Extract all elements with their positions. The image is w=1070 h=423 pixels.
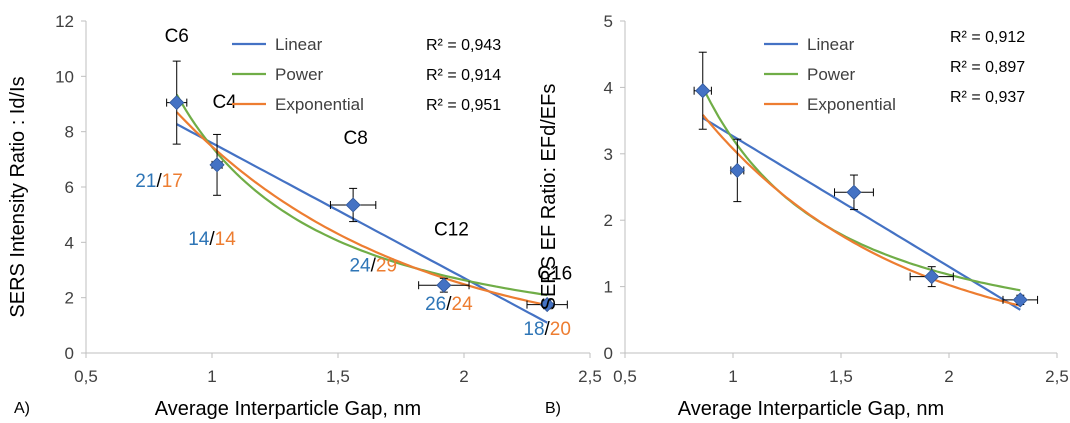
y-tick-label: 1 [604,278,613,297]
annotation-part: C6 [165,26,189,47]
data-point [846,184,862,200]
y-tick-label: 3 [604,145,613,164]
y-tick-label: 4 [65,233,74,252]
y-tick-label: 2 [604,211,613,230]
y-tick-label: 12 [55,12,74,31]
annotation-label: C16 [537,264,572,285]
data-point [695,83,711,99]
annotation-label: C6 [165,26,189,47]
data-point [345,197,361,213]
x-tick-label: 2,5 [1045,367,1069,386]
annotation-part: / [371,255,377,276]
annotation-part: C12 [434,219,469,240]
annotation-label: C4 [212,92,237,113]
y-tick-label: 8 [65,123,74,142]
annotation-label: C12 [434,219,469,240]
x-tick-label: 0,5 [613,367,637,386]
annotation-label: 24/29 [349,255,397,276]
legend-entry: Linear [275,35,323,54]
panel-label: A) [14,400,30,417]
x-axis-title: Average Interparticle Gap, nm [155,398,421,420]
data-point [729,162,745,178]
annotation-part: 24 [452,294,474,315]
x-tick-label: 1,5 [829,367,853,386]
r2-label: R² = 0,897 [950,59,1025,76]
legend-entry: Exponential [275,95,364,114]
r2-label: R² = 0,951 [426,97,501,114]
annotation-part: 20 [550,319,571,340]
annotation-part: 29 [376,255,397,276]
legend-entry: Exponential [807,95,896,114]
annotation-part: / [156,171,162,192]
r2-label: R² = 0,914 [426,67,501,84]
x-tick-label: 1,5 [326,367,350,386]
annotation-part: 24 [349,255,371,276]
legend-entry: Linear [807,35,855,54]
fit-line-exponential [701,114,1021,307]
y-tick-label: 10 [55,67,74,86]
y-tick-label: 4 [604,78,613,97]
fit-line-exponential [175,111,548,307]
y-tick-label: 2 [65,289,74,308]
annotation-part: / [545,319,551,340]
annotation-part: / [446,294,452,315]
annotation-part: / [209,229,215,250]
annotation-label: 26/24 [425,294,473,315]
annotation-part: 21 [135,171,156,192]
r2-label: R² = 0,943 [426,37,501,54]
x-tick-label: 2,5 [578,367,602,386]
x-tick-label: 1 [728,367,737,386]
data-point [924,269,940,285]
x-tick-label: 0,5 [74,367,98,386]
x-axis-title: Average Interparticle Gap, nm [678,398,944,420]
annotation-part: 18 [523,319,544,340]
annotation-part: 17 [162,171,183,192]
annotation-label: 21/17 [135,171,183,192]
annotation-label: 18/20 [523,319,571,340]
y-tick-label: 0 [604,344,613,363]
x-tick-label: 2 [944,367,953,386]
data-point [539,297,555,313]
panel-label: B) [545,400,561,417]
y-axis-title: SERS EF Ratio: EFd/EFs [538,84,560,311]
x-tick-label: 1 [207,367,216,386]
data-point [436,277,452,293]
r2-label: R² = 0,937 [950,89,1025,106]
y-tick-label: 5 [604,12,613,31]
fit-line-power [701,86,1021,292]
annotation-part: C16 [537,264,572,285]
legend-entry: Power [807,65,856,84]
annotation-part: 26 [425,294,446,315]
annotation-part: 14 [215,229,237,250]
data-point [1012,292,1028,308]
legend-entry: Power [275,65,324,84]
data-point [209,157,225,173]
fit-line-linear [702,116,1021,311]
annotation-part: C4 [212,92,237,113]
y-tick-label: 0 [65,344,74,363]
r2-label: R² = 0,912 [950,29,1025,46]
annotation-part: 14 [188,229,210,250]
fit-line-power [175,94,548,297]
y-axis-title: SERS Intensity Ratio : Id/Is [7,76,29,317]
y-tick-label: 6 [65,178,74,197]
x-tick-label: 2 [459,367,468,386]
data-point [169,95,185,111]
annotation-label: C8 [343,128,367,149]
annotation-label: 14/14 [188,229,236,250]
annotation-part: C8 [343,128,367,149]
